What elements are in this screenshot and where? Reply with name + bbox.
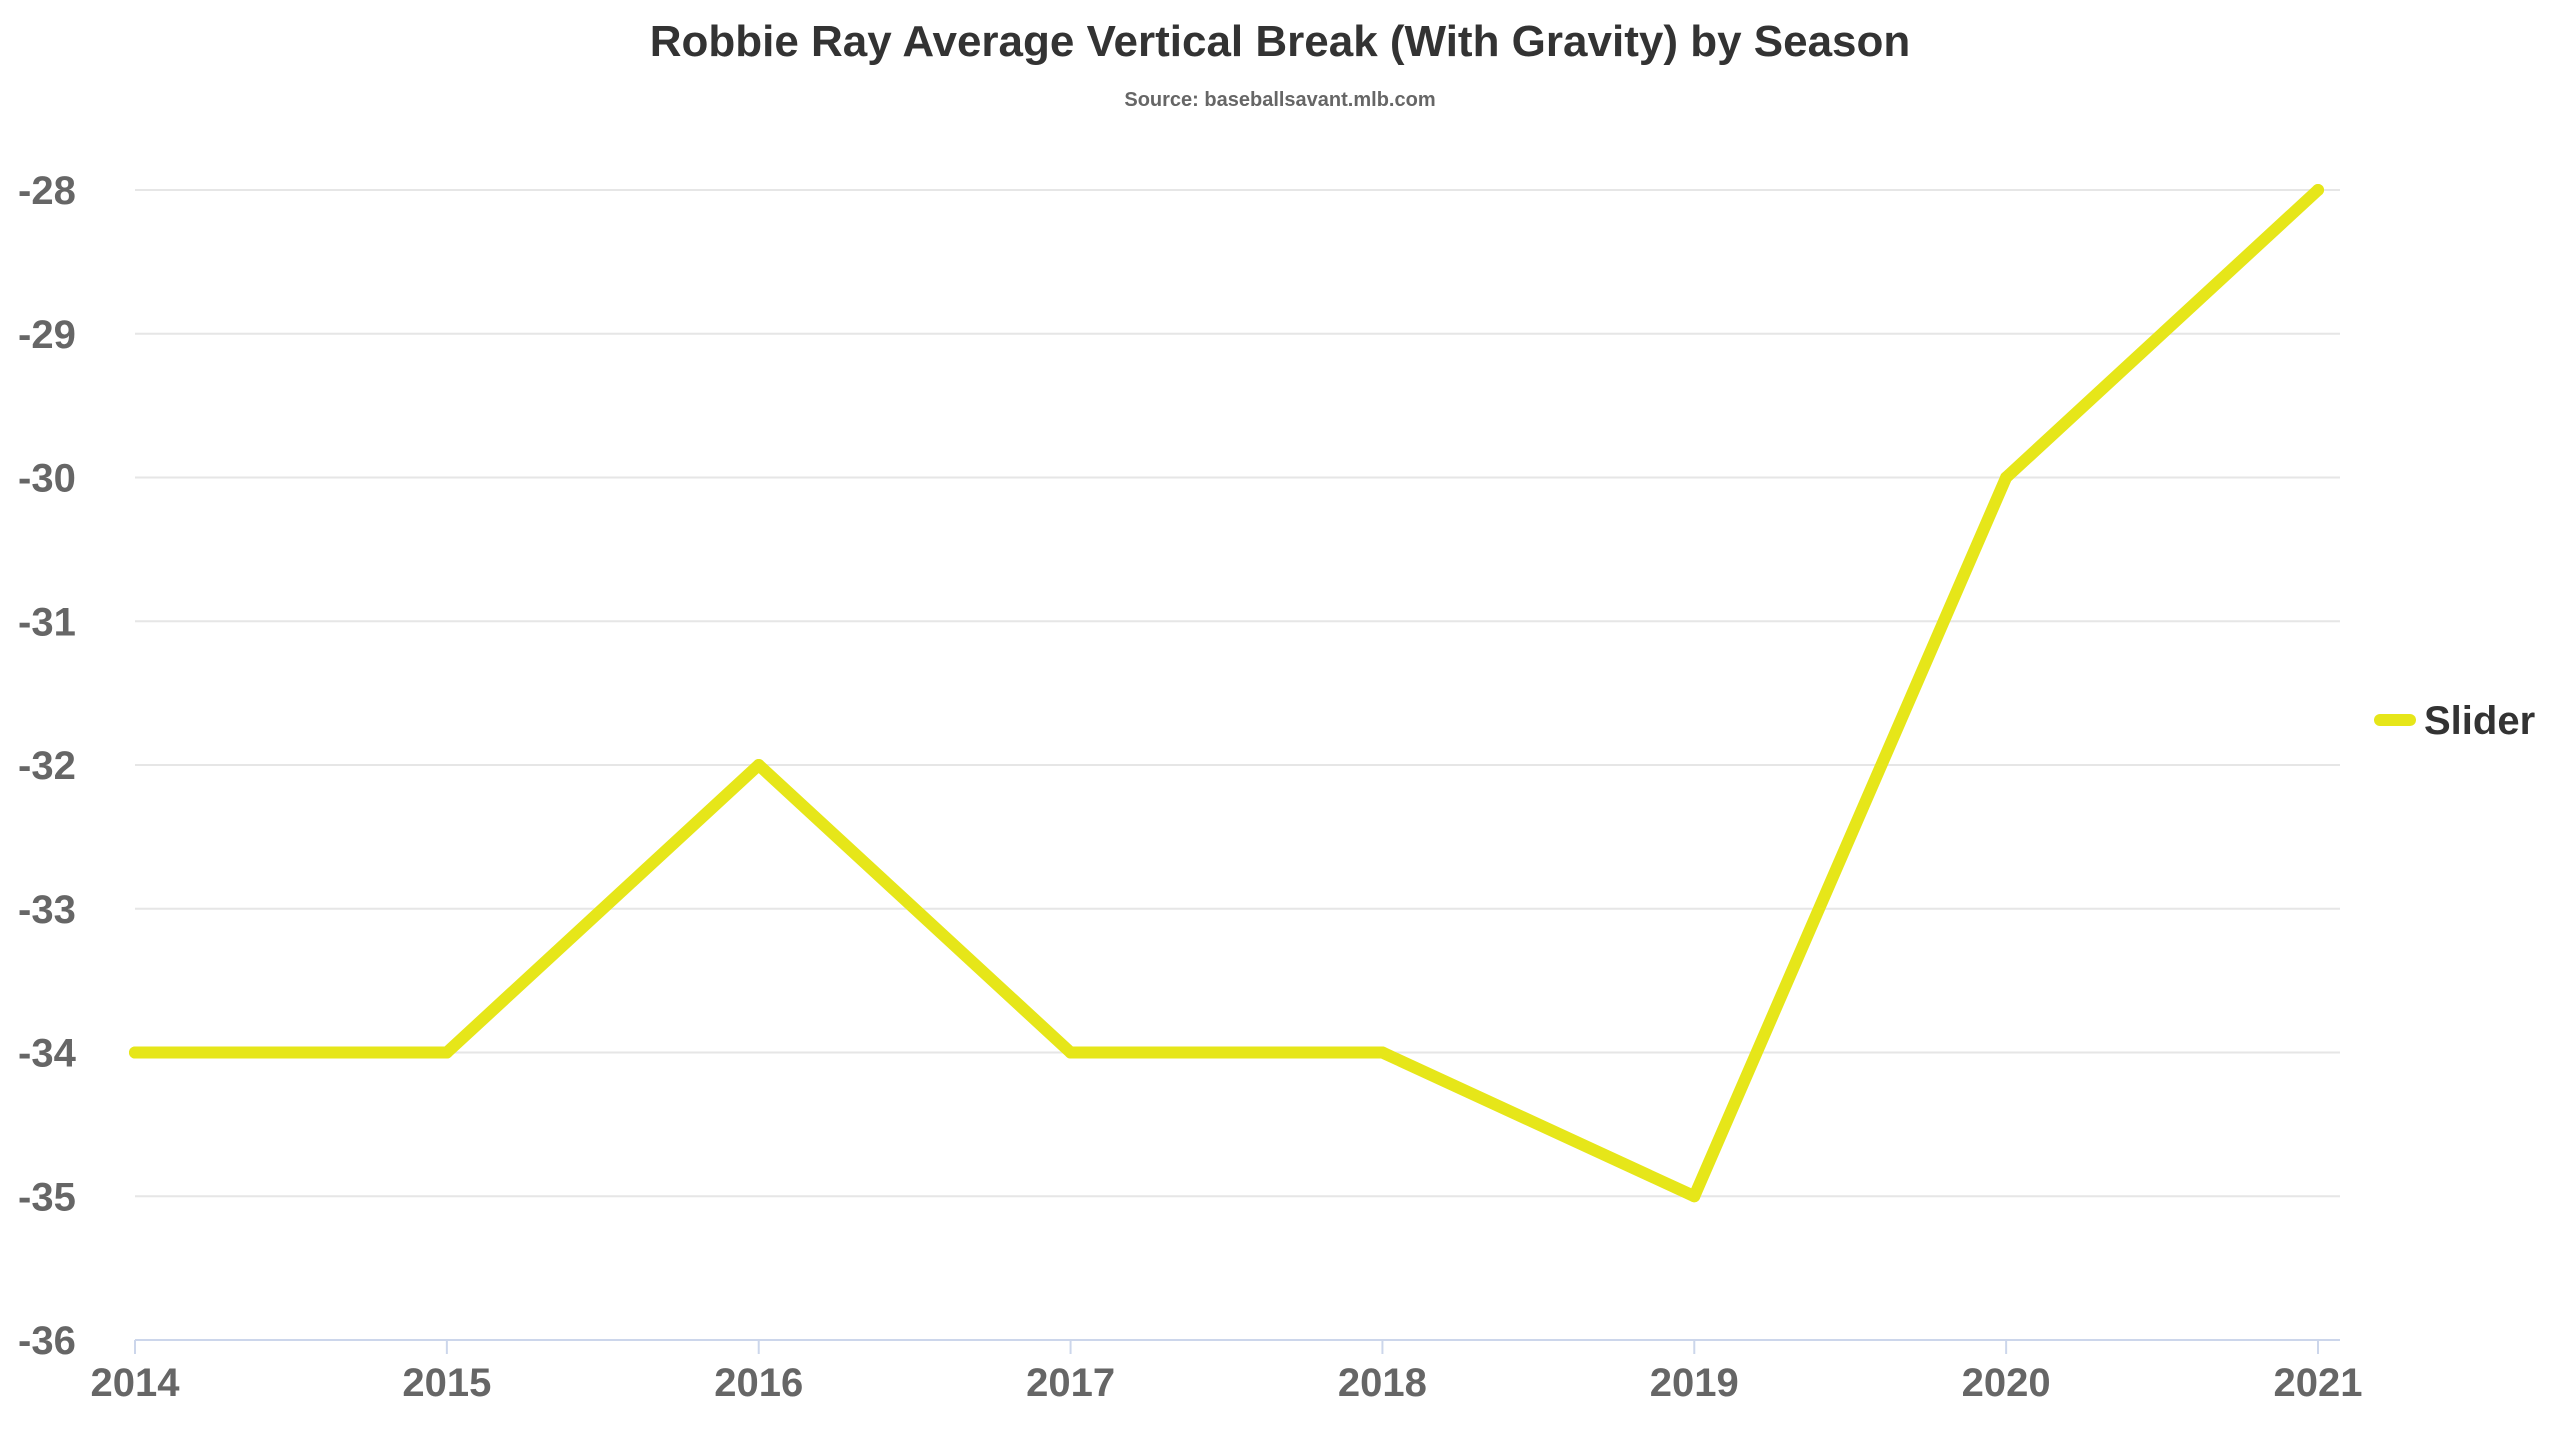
- x-tick-label: 2019: [1650, 1361, 1739, 1405]
- legend[interactable]: Slider: [2374, 699, 2535, 743]
- data-point: [2312, 184, 2324, 196]
- x-tick-label: 2018: [1338, 1361, 1427, 1405]
- x-tick-label: 2020: [1962, 1361, 2051, 1405]
- y-axis: -28 -29 -30 -31 -32 -33 -34 -35 -36: [18, 169, 77, 1363]
- y-tick-label: -36: [18, 1319, 76, 1363]
- data-point: [752, 759, 765, 771]
- x-axis: 2014 2015 2016 2017 2018 2019 2020 2021: [91, 1339, 2363, 1405]
- x-tick-label: 2015: [402, 1361, 491, 1405]
- series-lines: [129, 184, 2324, 1203]
- x-tick-label: 2017: [1026, 1361, 1115, 1405]
- y-tick-label: -31: [18, 600, 76, 644]
- legend-label[interactable]: Slider: [2424, 699, 2535, 743]
- series-line-slider: [129, 184, 2324, 1203]
- y-tick-label: -32: [18, 744, 76, 788]
- x-tick-label: 2016: [714, 1361, 803, 1405]
- x-tick-label: 2021: [2274, 1361, 2363, 1405]
- y-tick-label: -28: [18, 169, 76, 213]
- y-tick-label: -30: [18, 457, 76, 501]
- chart-subtitle: Source: baseballsavant.mlb.com: [1124, 89, 1435, 111]
- y-tick-label: -29: [18, 313, 76, 357]
- data-point: [1376, 1046, 1389, 1059]
- y-tick-label: -34: [18, 1032, 77, 1076]
- data-point: [1688, 1190, 1701, 1203]
- x-tick-label: 2014: [91, 1361, 181, 1405]
- data-point: [1064, 1046, 1077, 1059]
- data-point: [2000, 471, 2013, 484]
- y-tick-label: -33: [18, 888, 76, 932]
- data-point: [440, 1046, 453, 1059]
- grid-lines: [135, 189, 2340, 1198]
- chart-title: Robbie Ray Average Vertical Break (With …: [650, 17, 1911, 66]
- data-point: [129, 1046, 141, 1059]
- y-tick-label: -35: [18, 1175, 76, 1219]
